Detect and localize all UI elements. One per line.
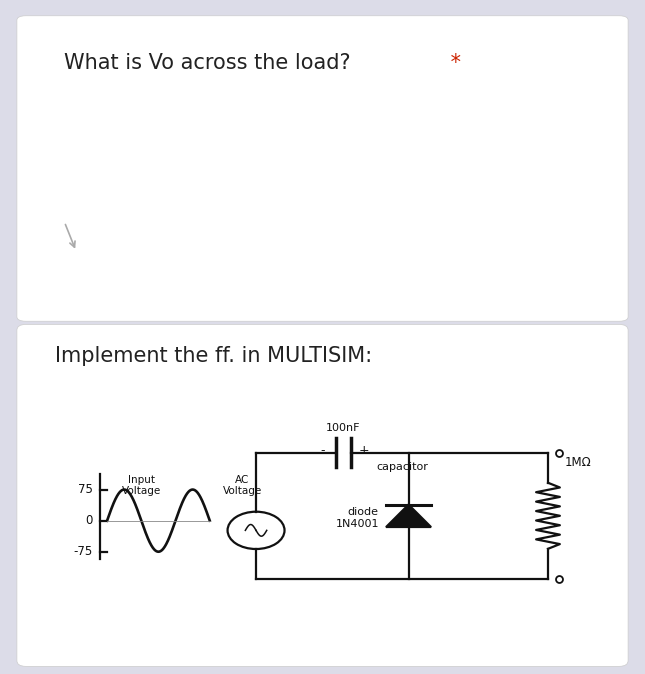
Text: -: - — [321, 444, 324, 457]
Text: 75: 75 — [67, 55, 69, 56]
Text: +: + — [359, 444, 370, 457]
Text: What is Vo across the load?: What is Vo across the load? — [64, 53, 351, 73]
FancyBboxPatch shape — [17, 16, 628, 321]
Text: diode
1N4001: diode 1N4001 — [335, 507, 379, 528]
Text: 75: 75 — [78, 483, 93, 496]
Text: Input
Voltage: Input Voltage — [122, 474, 161, 496]
FancyBboxPatch shape — [17, 324, 628, 667]
Text: *: * — [444, 53, 461, 73]
Polygon shape — [386, 505, 431, 527]
Text: capacitor: capacitor — [376, 462, 428, 472]
Text: -75: -75 — [74, 545, 93, 558]
Text: 100nF: 100nF — [326, 423, 361, 433]
Text: AC
Voltage: AC Voltage — [223, 474, 262, 496]
Text: 1MΩ: 1MΩ — [564, 456, 591, 468]
Text: 0: 0 — [86, 514, 93, 527]
Text: Implement the ff. in MULTISIM:: Implement the ff. in MULTISIM: — [55, 346, 373, 366]
